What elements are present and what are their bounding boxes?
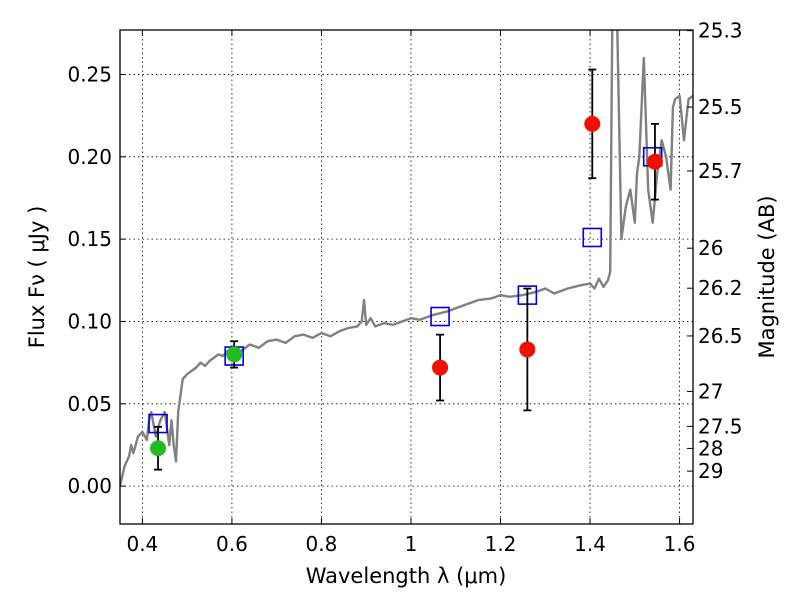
observed-flux-point	[519, 341, 536, 358]
mag-tick-label: 25.5	[698, 95, 743, 119]
y-tick-label: 0.05	[67, 392, 112, 416]
plot-area	[120, 30, 693, 487]
plot-frame	[119, 29, 694, 525]
observed-flux-point	[584, 115, 601, 132]
y-axis-title: Flux Fν ( μJy )	[25, 206, 49, 349]
mag-tick-label: 25.3	[698, 19, 743, 43]
x-tick-label: 1.4	[574, 532, 606, 556]
y-tick-label: 0.10	[67, 309, 112, 333]
y-tick-label: 0.00	[67, 474, 112, 498]
mag-tick-label: 29	[698, 459, 723, 483]
mag-tick-label: 27	[698, 379, 723, 403]
x-tick-label: 0.8	[306, 532, 338, 556]
y2-axis-title: Magnitude (AB)	[755, 195, 779, 358]
x-tick-label: 1	[405, 532, 418, 556]
x-axis-title: Wavelength λ (μm)	[306, 564, 507, 588]
x-tick-label: 0.6	[216, 532, 248, 556]
observed-flux-point	[646, 153, 663, 170]
model-square-point	[582, 227, 603, 248]
mag-tick-label: 25.7	[698, 159, 743, 183]
y-tick-label: 0.20	[67, 145, 112, 169]
observed-flux-point	[432, 359, 449, 376]
x-tick-label: 0.4	[126, 532, 158, 556]
observed-flux-point	[226, 346, 243, 363]
y-tick-label: 0.15	[67, 227, 112, 251]
model-square-point	[430, 306, 450, 327]
marker-layer	[148, 68, 663, 471]
spectrum-line	[120, 30, 693, 487]
grid	[120, 30, 693, 524]
axis-layer: 0.4 0.6 0.8 1 1.2 1.4 1.6 0.00 0.05 0.10 0.15 0.20 0…	[67, 19, 742, 556]
x-tick-label: 1.6	[664, 532, 696, 556]
observed-flux-point	[150, 440, 167, 457]
mag-tick-label: 26	[698, 236, 723, 260]
y-tick-label: 0.25	[67, 62, 112, 86]
mag-tick-label: 27.5	[698, 414, 743, 438]
mag-tick-label: 26.5	[698, 324, 743, 348]
x-tick-label: 1.2	[485, 532, 517, 556]
mag-tick-label: 28	[698, 436, 723, 460]
plot-background	[120, 30, 693, 524]
mag-tick-label: 26.2	[698, 276, 743, 300]
